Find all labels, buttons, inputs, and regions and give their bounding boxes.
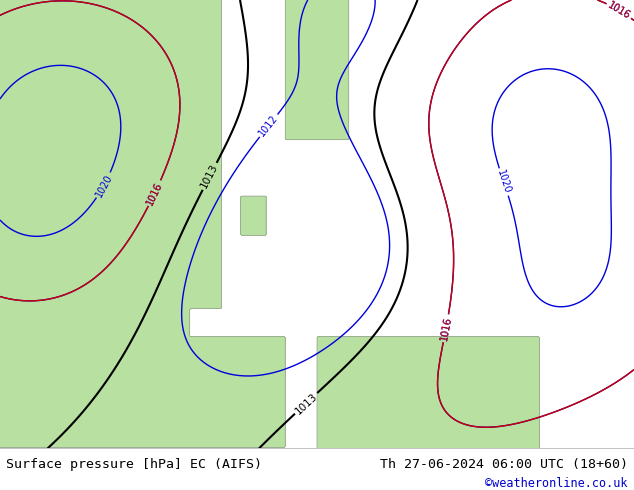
Text: 1016: 1016 bbox=[439, 316, 453, 341]
Text: 1016: 1016 bbox=[439, 316, 453, 341]
Text: 1020: 1020 bbox=[495, 169, 512, 195]
Text: 1013: 1013 bbox=[199, 162, 220, 190]
Text: 1016: 1016 bbox=[606, 0, 632, 21]
Text: ©weatheronline.co.uk: ©weatheronline.co.uk bbox=[485, 477, 628, 490]
Text: 1016: 1016 bbox=[145, 180, 164, 206]
Text: 1020: 1020 bbox=[94, 172, 114, 198]
Text: Surface pressure [hPa] EC (AIFS): Surface pressure [hPa] EC (AIFS) bbox=[6, 458, 262, 471]
Text: 1012: 1012 bbox=[257, 113, 280, 139]
Text: Th 27-06-2024 06:00 UTC (18+60): Th 27-06-2024 06:00 UTC (18+60) bbox=[380, 458, 628, 471]
Text: 1016: 1016 bbox=[606, 0, 632, 21]
Text: 1013: 1013 bbox=[293, 391, 319, 416]
Text: 1016: 1016 bbox=[145, 180, 164, 206]
